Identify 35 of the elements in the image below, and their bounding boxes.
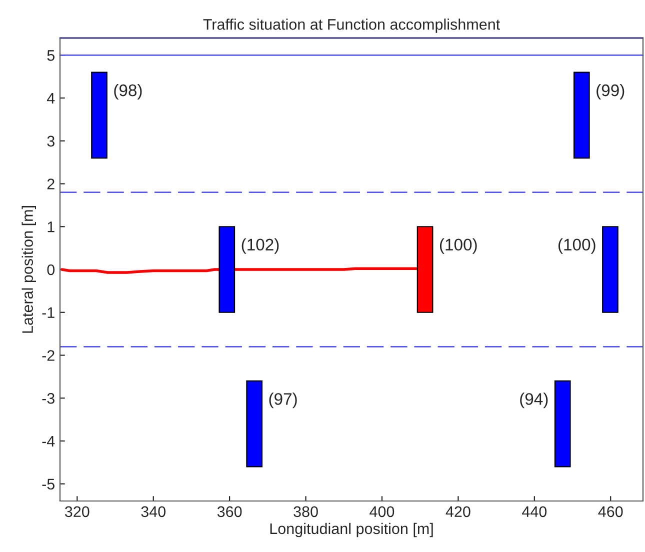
annotation: (99) (596, 84, 624, 100)
x-tick-label: 380 (294, 506, 318, 518)
y-tick-label: 4 (46, 93, 55, 104)
bar (573, 72, 590, 159)
x-tick-label: 340 (141, 506, 166, 518)
annotation: (102) (242, 238, 279, 254)
annotation: (94) (520, 392, 548, 408)
bar (602, 226, 618, 313)
y-tick-label: -2 (42, 350, 54, 361)
annotation: (100) (558, 238, 596, 254)
bar (554, 380, 571, 468)
y-tick-label: 3 (47, 136, 54, 147)
y-tick-label: 1 (48, 222, 54, 232)
x-tick-label: 320 (64, 506, 90, 518)
y-tick-label: -3 (42, 392, 54, 404)
x-tick-label: 360 (217, 506, 242, 518)
y-axis-title: Lateral position [m] (22, 206, 36, 333)
annotation: (98) (114, 84, 142, 100)
bar (91, 72, 108, 159)
y-tick-label: -4 (42, 436, 55, 447)
x-axis-title: Longitudianl position [m] (270, 522, 433, 538)
y-tick-label: 2 (47, 178, 54, 190)
annotation: (97) (269, 392, 297, 408)
bar (246, 380, 263, 468)
y-tick-label: -5 (42, 478, 54, 490)
bar (218, 226, 236, 313)
chart-title: Traffic situation at Function accomplishment (203, 18, 500, 33)
y-tick-label: -1 (42, 307, 54, 318)
y-tick-label: 5 (47, 50, 54, 61)
x-tick-label: 460 (598, 506, 623, 518)
x-tick-label: 440 (522, 506, 547, 518)
annotation: (100) (440, 238, 477, 254)
y-tick-label: 0 (47, 264, 55, 276)
x-tick-label: 400 (370, 506, 394, 518)
x-tick-label: 420 (446, 506, 470, 518)
